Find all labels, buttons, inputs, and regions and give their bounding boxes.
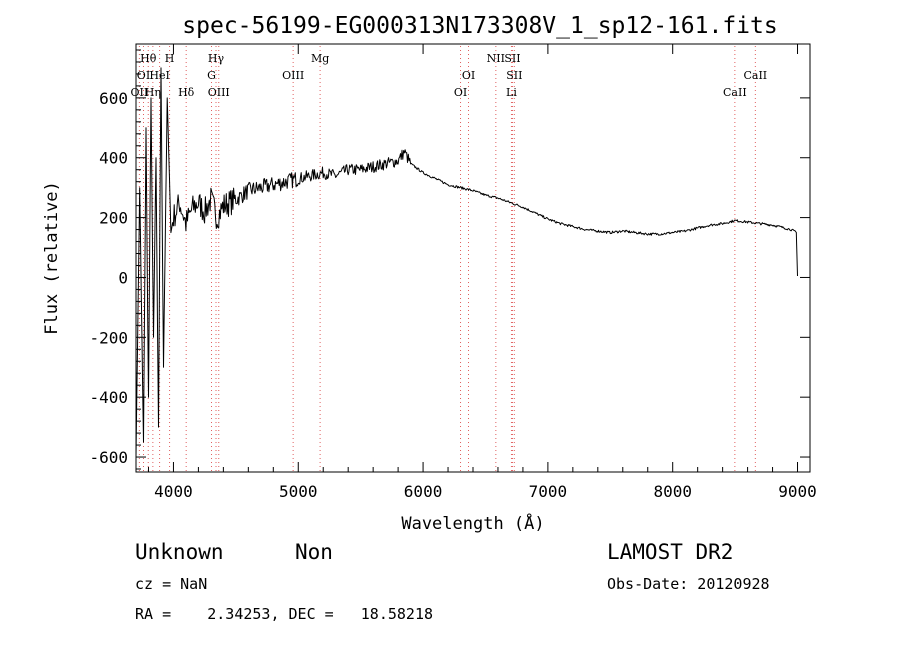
x-tick-label-2: 6000 <box>404 482 443 501</box>
x-tick-label-1: 5000 <box>279 482 318 501</box>
line-label-16: SII <box>506 69 522 82</box>
x-tick-label-4: 8000 <box>653 482 692 501</box>
line-label-0: Hθ <box>140 52 157 65</box>
line-label-18: CaII <box>743 69 767 82</box>
y-tick-label-4: 200 <box>99 209 128 228</box>
line-label-3: H <box>165 52 175 65</box>
x-tick-label-0: 4000 <box>154 482 193 501</box>
y-tick-label-0: -600 <box>89 448 128 467</box>
line-label-4: HeI <box>149 69 169 82</box>
line-label-9: OIII <box>208 86 230 99</box>
line-label-10: OIII <box>282 69 304 82</box>
line-label-12: OI <box>462 69 475 82</box>
line-label-14: NII <box>487 52 505 65</box>
y-tick-label-1: -400 <box>89 388 128 407</box>
line-label-13: OI <box>454 86 467 99</box>
obs-date-text: Obs-Date: 20120928 <box>607 575 770 593</box>
line-label-7: Hγ <box>208 52 225 65</box>
spectrum-line <box>135 67 798 458</box>
line-label-6: Hδ <box>178 86 195 99</box>
cz-text: cz = NaN <box>135 575 208 593</box>
line-label-15: SII <box>504 52 520 65</box>
line-label-11: Mg <box>311 52 329 65</box>
class-label: Unknown <box>135 540 224 564</box>
x-tick-label-3: 7000 <box>529 482 568 501</box>
y-tick-label-2: -200 <box>89 328 128 347</box>
line-label-5: Hη <box>145 86 161 99</box>
subclass-label: Non <box>295 540 333 564</box>
survey-label: LAMOST DR2 <box>607 540 734 564</box>
line-label-2: OII <box>131 86 149 99</box>
line-label-19: CaII <box>723 86 747 99</box>
x-tick-label-5: 9000 <box>778 482 817 501</box>
line-label-17: Li <box>506 86 517 99</box>
line-label-1: OI <box>137 69 150 82</box>
ra-dec-text: RA = 2.34253, DEC = 18.58218 <box>135 605 434 623</box>
y-axis-label: Flux (relative) <box>42 181 62 335</box>
x-axis-label: Wavelength (Å) <box>401 512 544 534</box>
line-label-8: G <box>207 69 216 82</box>
y-tick-label-6: 600 <box>99 89 128 108</box>
y-tick-label-5: 400 <box>99 149 128 168</box>
chart-title: spec-56199-EG000313N173308V_1_sp12-161.f… <box>182 13 777 39</box>
y-tick-label-3: 0 <box>118 268 128 287</box>
plot-frame <box>135 43 811 473</box>
